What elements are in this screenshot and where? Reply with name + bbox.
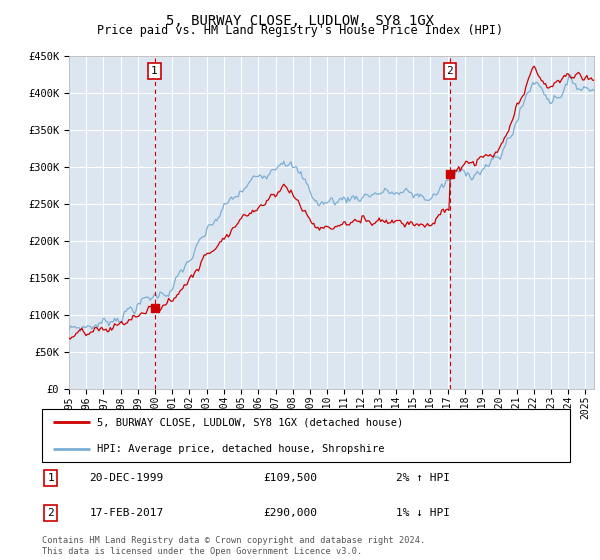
Text: 1: 1 — [151, 66, 158, 76]
Text: 2% ↑ HPI: 2% ↑ HPI — [396, 473, 450, 483]
Text: £290,000: £290,000 — [264, 508, 318, 518]
Text: Contains HM Land Registry data © Crown copyright and database right 2024.
This d: Contains HM Land Registry data © Crown c… — [42, 536, 425, 556]
Text: 17-FEB-2017: 17-FEB-2017 — [89, 508, 164, 518]
Text: 1% ↓ HPI: 1% ↓ HPI — [396, 508, 450, 518]
Text: 5, BURWAY CLOSE, LUDLOW, SY8 1GX (detached house): 5, BURWAY CLOSE, LUDLOW, SY8 1GX (detach… — [97, 417, 404, 427]
Text: Price paid vs. HM Land Registry's House Price Index (HPI): Price paid vs. HM Land Registry's House … — [97, 24, 503, 36]
FancyBboxPatch shape — [42, 409, 570, 462]
Text: HPI: Average price, detached house, Shropshire: HPI: Average price, detached house, Shro… — [97, 444, 385, 454]
Text: 2: 2 — [47, 508, 54, 518]
Text: 20-DEC-1999: 20-DEC-1999 — [89, 473, 164, 483]
Text: £109,500: £109,500 — [264, 473, 318, 483]
Text: 5, BURWAY CLOSE, LUDLOW, SY8 1GX: 5, BURWAY CLOSE, LUDLOW, SY8 1GX — [166, 14, 434, 28]
Text: 1: 1 — [47, 473, 54, 483]
Text: 2: 2 — [446, 66, 453, 76]
